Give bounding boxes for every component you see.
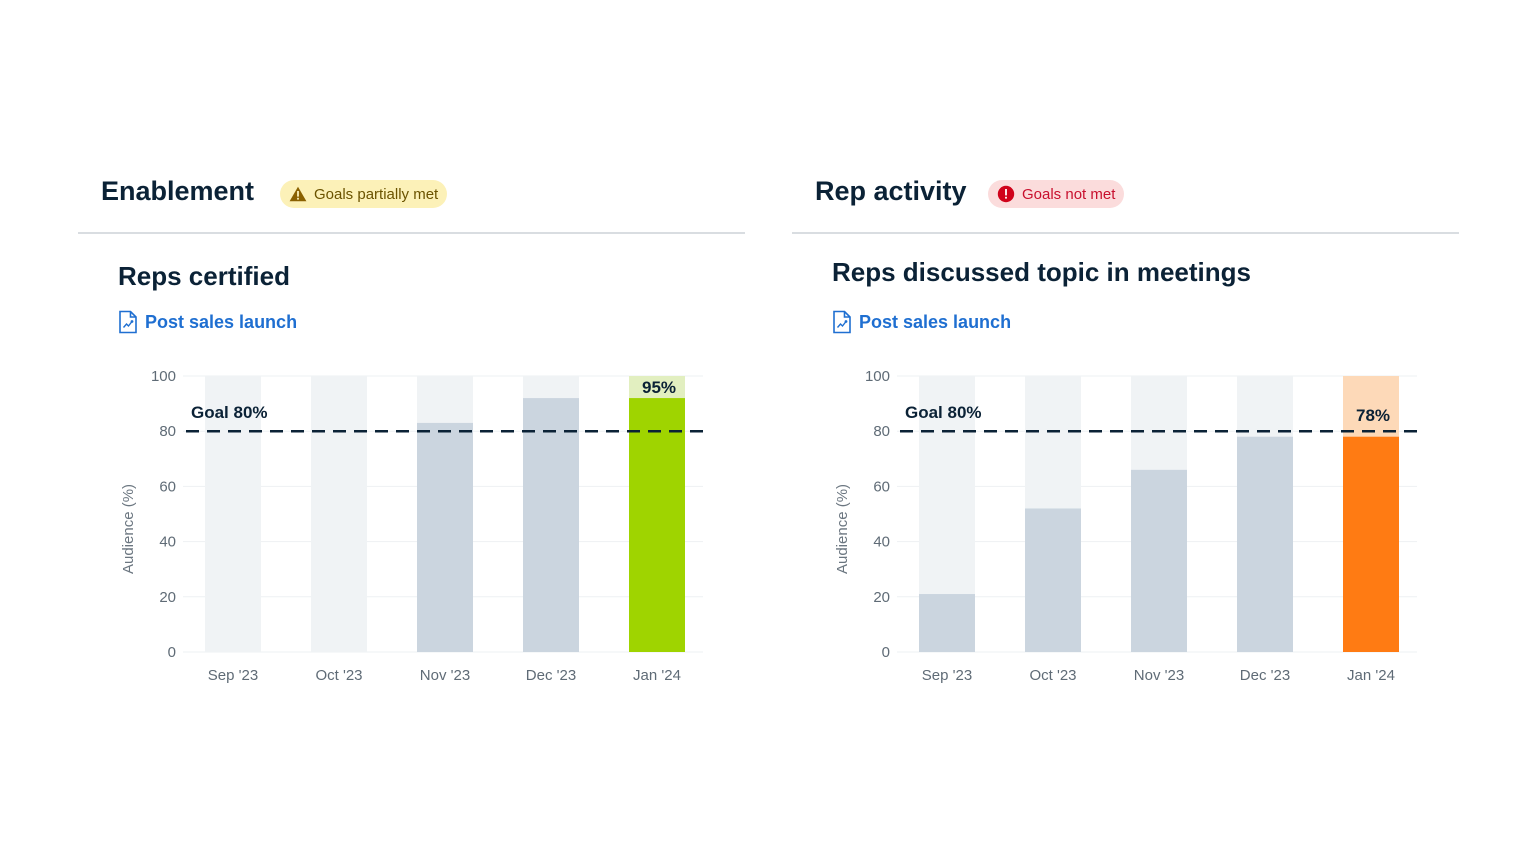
- bar: [417, 422, 473, 652]
- goal-label: Goal 80%: [191, 403, 268, 422]
- rep-activity-panel: Rep activity Goals not met Reps discusse…: [792, 160, 1459, 720]
- link-label: Post sales launch: [145, 311, 298, 332]
- bar: [1237, 436, 1293, 652]
- enablement-panel: Enablement Goals partially met Reps cert…: [78, 160, 745, 720]
- reps-certified-chart: 0 20 40 60 80 100 Audience (%) Sep '23 Oct '23 No…: [120, 368, 705, 684]
- x-tick-label: Nov '23: [1134, 667, 1184, 684]
- x-tick-label: Jan '24: [633, 667, 681, 684]
- data-label: 78%: [1356, 406, 1390, 425]
- section-title: Rep activity: [815, 176, 967, 206]
- x-tick-label: Sep '23: [208, 667, 258, 684]
- y-tick-label: 80: [873, 423, 890, 440]
- document-icon: [118, 310, 138, 334]
- x-tick-label: Dec '23: [526, 667, 576, 684]
- y-tick-label: 40: [873, 534, 890, 551]
- y-tick-label: 0: [882, 644, 890, 661]
- status-badge-label: Goals not met: [1022, 185, 1116, 203]
- y-tick-label: 40: [159, 534, 176, 551]
- status-badge-label: Goals partially met: [314, 185, 439, 203]
- x-tick-label: Jan '24: [1347, 667, 1395, 684]
- y-tick-label: 20: [873, 589, 890, 606]
- chart-title: Reps discussed topic in meetings: [832, 257, 1251, 287]
- bar-track: [311, 376, 367, 652]
- x-tick-label: Dec '23: [1240, 667, 1290, 684]
- panel-header: Rep activity Goals not met: [792, 160, 1459, 234]
- goal-label: Goal 80%: [905, 403, 982, 422]
- reps-discussed-chart: 0 20 40 60 80 100 Audience (%) Sep '23 Oct '23 No…: [834, 368, 1419, 684]
- document-icon: [832, 310, 852, 334]
- status-badge: Goals partially met: [280, 180, 448, 208]
- data-label: 95%: [642, 378, 676, 397]
- bar: [629, 398, 685, 652]
- y-axis-title: Audience (%): [120, 484, 137, 574]
- y-tick-label: 20: [159, 589, 176, 606]
- chart-title: Reps certified: [118, 261, 290, 291]
- section-title: Enablement: [101, 176, 255, 206]
- bar: [1131, 469, 1187, 652]
- warning-icon: [289, 185, 307, 203]
- post-sales-launch-link[interactable]: Post sales launch: [832, 310, 1011, 334]
- y-tick-label: 80: [159, 423, 176, 440]
- bar-track: [205, 376, 261, 652]
- panel-header: Enablement Goals partially met: [78, 160, 745, 234]
- status-badge: Goals not met: [988, 180, 1125, 208]
- y-axis-title: Audience (%): [834, 484, 851, 574]
- x-tick-label: Oct '23: [1029, 667, 1076, 684]
- y-tick-label: 100: [865, 368, 890, 385]
- link-label: Post sales launch: [859, 311, 1012, 332]
- bar: [1343, 436, 1399, 652]
- x-tick-label: Oct '23: [315, 667, 362, 684]
- y-tick-label: 60: [159, 478, 176, 495]
- bar: [523, 398, 579, 652]
- x-tick-label: Nov '23: [420, 667, 470, 684]
- x-tick-label: Sep '23: [922, 667, 972, 684]
- bar: [919, 594, 975, 652]
- y-tick-label: 60: [873, 478, 890, 495]
- post-sales-launch-link[interactable]: Post sales launch: [118, 310, 297, 334]
- bar: [1025, 508, 1081, 652]
- y-tick-label: 0: [168, 644, 176, 661]
- y-tick-label: 100: [151, 368, 176, 385]
- error-icon: [997, 185, 1015, 203]
